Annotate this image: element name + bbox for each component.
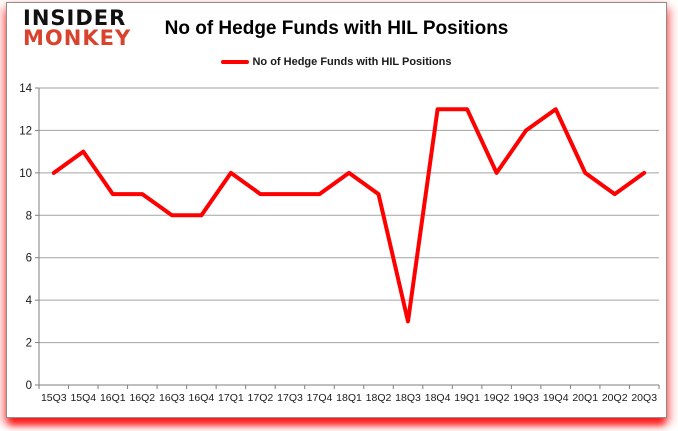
x-axis-label: 16Q2 bbox=[129, 392, 155, 404]
y-axis-label: 2 bbox=[26, 338, 32, 350]
y-axis-label: 4 bbox=[26, 295, 33, 307]
x-axis-label: 17Q3 bbox=[277, 392, 303, 404]
x-axis-label: 15Q3 bbox=[41, 392, 67, 404]
y-axis-label: 14 bbox=[19, 83, 32, 95]
legend: No of Hedge Funds with HIL Positions bbox=[7, 56, 666, 68]
y-axis-label: 8 bbox=[26, 210, 32, 222]
x-axis-label: 16Q1 bbox=[100, 392, 126, 404]
logo-text-monkey: MONKEY bbox=[23, 25, 132, 50]
y-axis-label: 12 bbox=[19, 125, 32, 137]
y-axis-label: 6 bbox=[26, 253, 32, 265]
chart-title: No of Hedge Funds with HIL Positions bbox=[164, 18, 509, 39]
x-axis-label: 18Q2 bbox=[366, 392, 392, 404]
x-axis-label: 17Q1 bbox=[218, 392, 244, 404]
x-axis-label: 16Q4 bbox=[189, 392, 215, 404]
x-axis-label: 17Q4 bbox=[307, 392, 333, 404]
x-axis-label: 19Q1 bbox=[454, 392, 480, 404]
legend-label: No of Hedge Funds with HIL Positions bbox=[252, 56, 452, 68]
x-axis-label: 20Q2 bbox=[602, 392, 628, 404]
x-axis-label: 19Q2 bbox=[484, 392, 510, 404]
logo-text-insider: INSIDER bbox=[23, 6, 127, 30]
x-axis-label: 19Q4 bbox=[543, 392, 569, 404]
x-axis-label: 19Q3 bbox=[513, 392, 539, 404]
x-axis-label: 18Q1 bbox=[336, 392, 362, 404]
y-axis-label: 10 bbox=[19, 168, 32, 180]
chart-card: 0 2 4 6 8 10 12 14 15Q3 15Q4 16Q1 16Q2 16Q3 16Q4 17Q1 1… bbox=[6, 2, 667, 418]
x-axis-label: 18Q4 bbox=[425, 392, 451, 404]
y-axis-label: 0 bbox=[26, 380, 32, 392]
x-axis-label: 15Q4 bbox=[70, 392, 96, 404]
x-axis-label: 20Q1 bbox=[572, 392, 598, 404]
x-axis-label: 16Q3 bbox=[159, 392, 185, 404]
legend-line-marker bbox=[221, 60, 250, 64]
x-axis-label: 18Q3 bbox=[395, 392, 421, 404]
insider-monkey-logo: INSIDER MONKEY bbox=[23, 6, 132, 50]
chart-canvas: 0 2 4 6 8 10 12 14 15Q3 15Q4 16Q1 16Q2 16Q3 16Q4 17Q1 1… bbox=[19, 83, 660, 404]
data-line-series bbox=[51, 107, 647, 324]
x-axis-label: 20Q3 bbox=[631, 392, 657, 404]
x-axis-label: 17Q2 bbox=[248, 392, 274, 404]
